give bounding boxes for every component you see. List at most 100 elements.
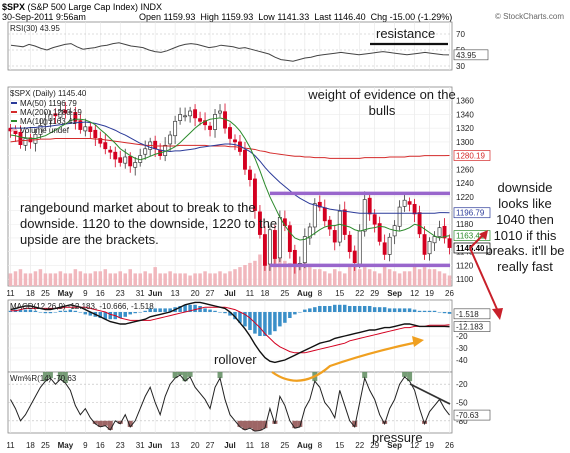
- price-right-value-label: 1163.41: [456, 232, 485, 241]
- rsi-title-label: RSI(30) 43.95: [10, 24, 60, 33]
- volume-bar: [367, 269, 372, 286]
- macd-histogram-bar: [392, 308, 397, 312]
- volume-bar: [193, 273, 197, 286]
- x-tick-label-mid: Jul: [224, 289, 236, 298]
- macd-histogram-bar: [387, 308, 392, 312]
- willr-overbought-fill: [42, 372, 48, 382]
- macd-histogram-bar: [377, 307, 382, 312]
- macd-histogram-bar: [23, 309, 28, 312]
- price-y-tick-label: 1120: [456, 261, 474, 270]
- candle-body: [98, 138, 103, 144]
- volume-bar: [407, 271, 412, 286]
- candle-body: [208, 125, 212, 130]
- willr-overbought-fill: [57, 372, 63, 380]
- candle-body: [382, 242, 387, 255]
- candle-body: [407, 201, 412, 205]
- macd-histogram-bar: [73, 310, 78, 312]
- macd-histogram-bar: [168, 308, 172, 312]
- x-tick-label-mid: 16: [96, 289, 105, 298]
- price-right-value-box: [453, 150, 491, 161]
- annotation-pressure: pressure: [372, 430, 423, 445]
- macd-histogram-bar: [33, 310, 38, 312]
- macd-histogram-bar: [268, 312, 272, 335]
- volume-bar: [88, 273, 93, 286]
- macd-histogram-bar: [298, 312, 302, 313]
- macd-histogram-bar: [153, 308, 157, 312]
- candle-body: [188, 110, 193, 117]
- macd-histogram-bar: [278, 312, 282, 327]
- macd-histogram-bar: [273, 312, 277, 332]
- x-tick-label-bottom: 26: [445, 441, 454, 450]
- candle-body: [352, 250, 357, 264]
- x-tick-label-bottom: 13: [171, 441, 180, 450]
- macd-histogram-bar: [323, 306, 327, 312]
- willr-oversold-fill: [297, 420, 303, 427]
- volume-bar: [218, 271, 222, 286]
- macd-histogram-bar: [308, 308, 312, 312]
- willr-oversold-fill: [127, 420, 133, 427]
- annotation-downside: downside looks like 1040 then 1010 if th…: [485, 180, 565, 275]
- volume-bar: [73, 269, 78, 286]
- candle-body: [447, 238, 452, 248]
- x-tick-label-mid: 12: [410, 289, 419, 298]
- volume-bar: [233, 269, 237, 286]
- macd-histogram-bar: [357, 306, 362, 312]
- macd-histogram-bar: [338, 304, 342, 312]
- rsi-y-tick-label: 30: [456, 62, 465, 71]
- candle-body: [128, 155, 133, 167]
- candle-body: [178, 114, 183, 121]
- x-tick-label-bottom: 11: [6, 441, 15, 450]
- open-value: 1159.93: [163, 12, 196, 22]
- price-right-value-box: [453, 207, 491, 219]
- volume-bar: [58, 271, 63, 286]
- volume-bar: [298, 265, 302, 286]
- macd-histogram-bar: [128, 312, 132, 315]
- volume-bar: [8, 273, 13, 286]
- volume-bar: [178, 273, 182, 286]
- volume-bar: [422, 267, 427, 286]
- x-tick-label-mid: 8: [318, 289, 323, 298]
- price-legend-label: Volume undef: [20, 126, 70, 135]
- volume-bar: [447, 275, 452, 286]
- rollover-arrow-curve: [271, 340, 419, 382]
- macd-y-tick-label: -20: [456, 332, 468, 341]
- candle-body: [48, 114, 53, 121]
- volume-bar: [63, 273, 68, 286]
- willr-overbought-fill: [182, 372, 188, 382]
- macd-right-value-label: -12.183: [456, 323, 484, 332]
- candle-body: [248, 169, 252, 180]
- candle-body: [133, 162, 138, 168]
- x-tick-label-bottom: 19: [425, 441, 434, 450]
- volume-bar: [333, 269, 337, 286]
- x-tick-label-bottom: 11: [246, 441, 255, 450]
- candle-body: [23, 138, 28, 146]
- willr-oversold-fill: [352, 420, 358, 427]
- price-y-tick-label: 1360: [456, 97, 474, 106]
- volume-bar: [173, 273, 177, 286]
- price-right-value-box: [453, 230, 491, 241]
- macd-histogram-bar: [367, 306, 372, 312]
- macd-title-label: MACD(12,26,9) -12.183, -10.666, -1.518: [10, 302, 154, 311]
- volume-bar: [362, 267, 367, 286]
- candle-body: [257, 211, 262, 235]
- volume-bar: [203, 271, 207, 286]
- volume-bar: [323, 271, 327, 286]
- last-value: 1146.40: [333, 12, 366, 22]
- candle-body: [18, 131, 23, 145]
- volume-bar: [253, 260, 257, 286]
- x-tick-label-bottom: 25: [280, 441, 289, 450]
- macd-y-tick-label: -30: [456, 344, 468, 353]
- volume-bar: [437, 271, 442, 286]
- candle-body: [342, 209, 347, 235]
- willr-overbought-fill: [217, 372, 223, 379]
- annotation-resistance: resistance: [376, 26, 436, 41]
- volume-bar: [228, 271, 232, 286]
- candle-body: [213, 114, 217, 130]
- index-name: (S&P 500 Large Cap Index): [27, 2, 138, 12]
- willr-oversold-fill: [247, 420, 253, 429]
- macd-histogram-bar: [233, 312, 237, 320]
- x-tick-label-mid: 11: [246, 289, 255, 298]
- x-tick-label-mid: Aug: [297, 289, 313, 298]
- x-tick-label-mid: 18: [260, 289, 269, 298]
- volume-bar: [93, 271, 98, 286]
